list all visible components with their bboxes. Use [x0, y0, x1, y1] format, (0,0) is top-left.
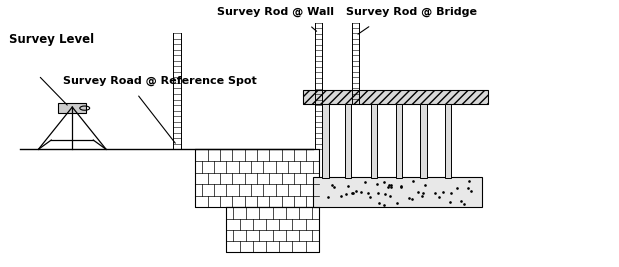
Bar: [196, 149, 319, 207]
Bar: [420, 104, 426, 178]
Bar: [371, 104, 378, 178]
Bar: [58, 103, 86, 113]
Bar: [322, 104, 329, 178]
Text: Survey Level: Survey Level: [9, 33, 95, 46]
Bar: [313, 177, 482, 207]
Bar: [396, 104, 402, 178]
Bar: [445, 104, 451, 178]
Text: Survey Road @ Reference Spot: Survey Road @ Reference Spot: [63, 76, 257, 86]
Text: Survey Rod @ Bridge: Survey Rod @ Bridge: [345, 7, 477, 17]
Bar: [345, 104, 352, 178]
Bar: [303, 90, 488, 104]
Bar: [227, 207, 319, 252]
Text: Survey Rod @ Wall: Survey Rod @ Wall: [217, 7, 334, 17]
